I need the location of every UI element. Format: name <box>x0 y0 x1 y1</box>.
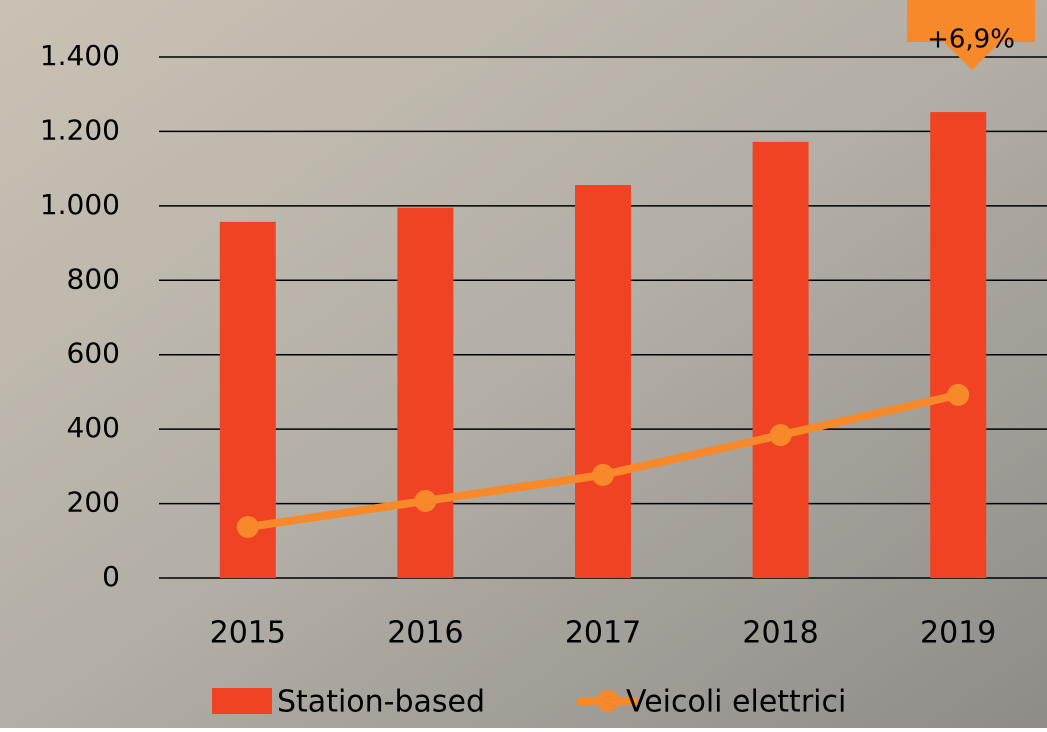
annotation-callout <box>907 0 1035 70</box>
point <box>236 516 259 539</box>
x-tick-label: 2018 <box>742 616 818 651</box>
y-tick-label: 1.400 <box>40 39 120 72</box>
bar <box>930 112 987 578</box>
x-tick-label: 2016 <box>387 616 463 651</box>
bar <box>752 141 809 578</box>
marks <box>219 112 987 579</box>
annotation: +6,9% <box>927 25 1015 55</box>
x-tick-label: 2015 <box>210 616 286 651</box>
legend-label: Veicoli elettrici <box>626 685 846 720</box>
legend-label: Station-based <box>277 685 485 720</box>
bar <box>397 207 454 579</box>
y-tick-label: 800 <box>67 262 120 295</box>
point <box>414 489 437 512</box>
x-tick-label: 2017 <box>565 616 641 651</box>
y-tick-label: 600 <box>67 337 120 370</box>
bar <box>575 185 631 578</box>
point <box>592 463 614 486</box>
legend-swatch <box>212 688 272 714</box>
y-tick-label: 1.200 <box>40 113 120 146</box>
point <box>947 383 970 406</box>
y-tick-label: 400 <box>67 411 120 444</box>
legend-swatch <box>597 690 619 712</box>
y-tick-label: 1.000 <box>40 188 120 221</box>
point <box>769 424 792 447</box>
y-tick-label: 200 <box>67 486 120 519</box>
y-tick-label: 0 <box>102 560 120 593</box>
x-tick-label: 2019 <box>920 616 996 651</box>
